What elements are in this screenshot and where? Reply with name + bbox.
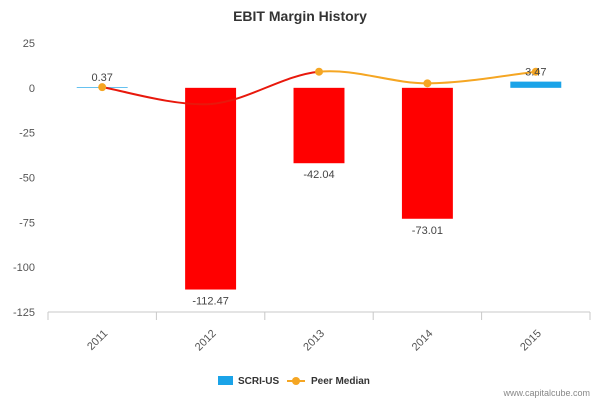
legend-label-scri-us[interactable]: SCRI-US — [238, 376, 279, 387]
bar-layer — [76, 81, 562, 290]
bar-2014[interactable] — [401, 87, 453, 219]
x-tick-label: 2014 — [410, 328, 436, 354]
x-tick-label: 2013 — [301, 328, 327, 354]
y-tick-label: 0 — [29, 83, 35, 95]
bar-2015[interactable] — [510, 81, 562, 88]
peer-median-line-segment — [318, 70, 428, 85]
label-layer: 0.37 -112.47 -42.04 -73.01 3.47 — [91, 67, 546, 308]
data-label-2012: -112.47 — [192, 296, 229, 308]
y-tick-label: -125 — [13, 307, 35, 319]
peer-median-line-segment — [210, 70, 320, 105]
legend: SCRI-US Peer Median — [218, 376, 370, 387]
y-tick-label: -25 — [19, 128, 35, 140]
x-tick-label: 2011 — [85, 328, 110, 353]
peer-median-point-2013[interactable] — [315, 67, 323, 76]
data-label-2011: 0.37 — [91, 72, 112, 84]
bar-2013[interactable] — [293, 87, 345, 164]
bar-2012[interactable] — [185, 87, 237, 290]
data-label-2013: -42.04 — [303, 169, 334, 181]
peer-median-point-2014[interactable] — [423, 79, 432, 88]
peer-median-point-2015[interactable] — [531, 67, 540, 76]
x-tick-label: 2015 — [518, 328, 544, 354]
chart-title: EBIT Margin History — [233, 8, 367, 24]
data-label-2015: 3.47 — [525, 67, 546, 79]
x-tick-label: 2012 — [193, 328, 219, 354]
data-label-2014: -73.01 — [412, 225, 443, 237]
line-layer — [98, 67, 540, 106]
y-tick-label: -100 — [13, 262, 35, 274]
peer-median-line-segment — [102, 86, 211, 106]
y-tick-label: -75 — [19, 217, 35, 229]
y-tick-label: -50 — [19, 173, 35, 185]
legend-swatch-scri-us[interactable] — [218, 376, 233, 385]
legend-marker-peer-median[interactable] — [292, 377, 300, 385]
legend-label-peer-median[interactable]: Peer Median — [311, 376, 370, 387]
credit-text[interactable]: www.capitalcube.com — [502, 388, 590, 398]
peer-median-point-2011[interactable] — [98, 83, 107, 92]
peer-median-line-segment — [427, 70, 536, 85]
y-tick-label: 25 — [23, 38, 35, 50]
